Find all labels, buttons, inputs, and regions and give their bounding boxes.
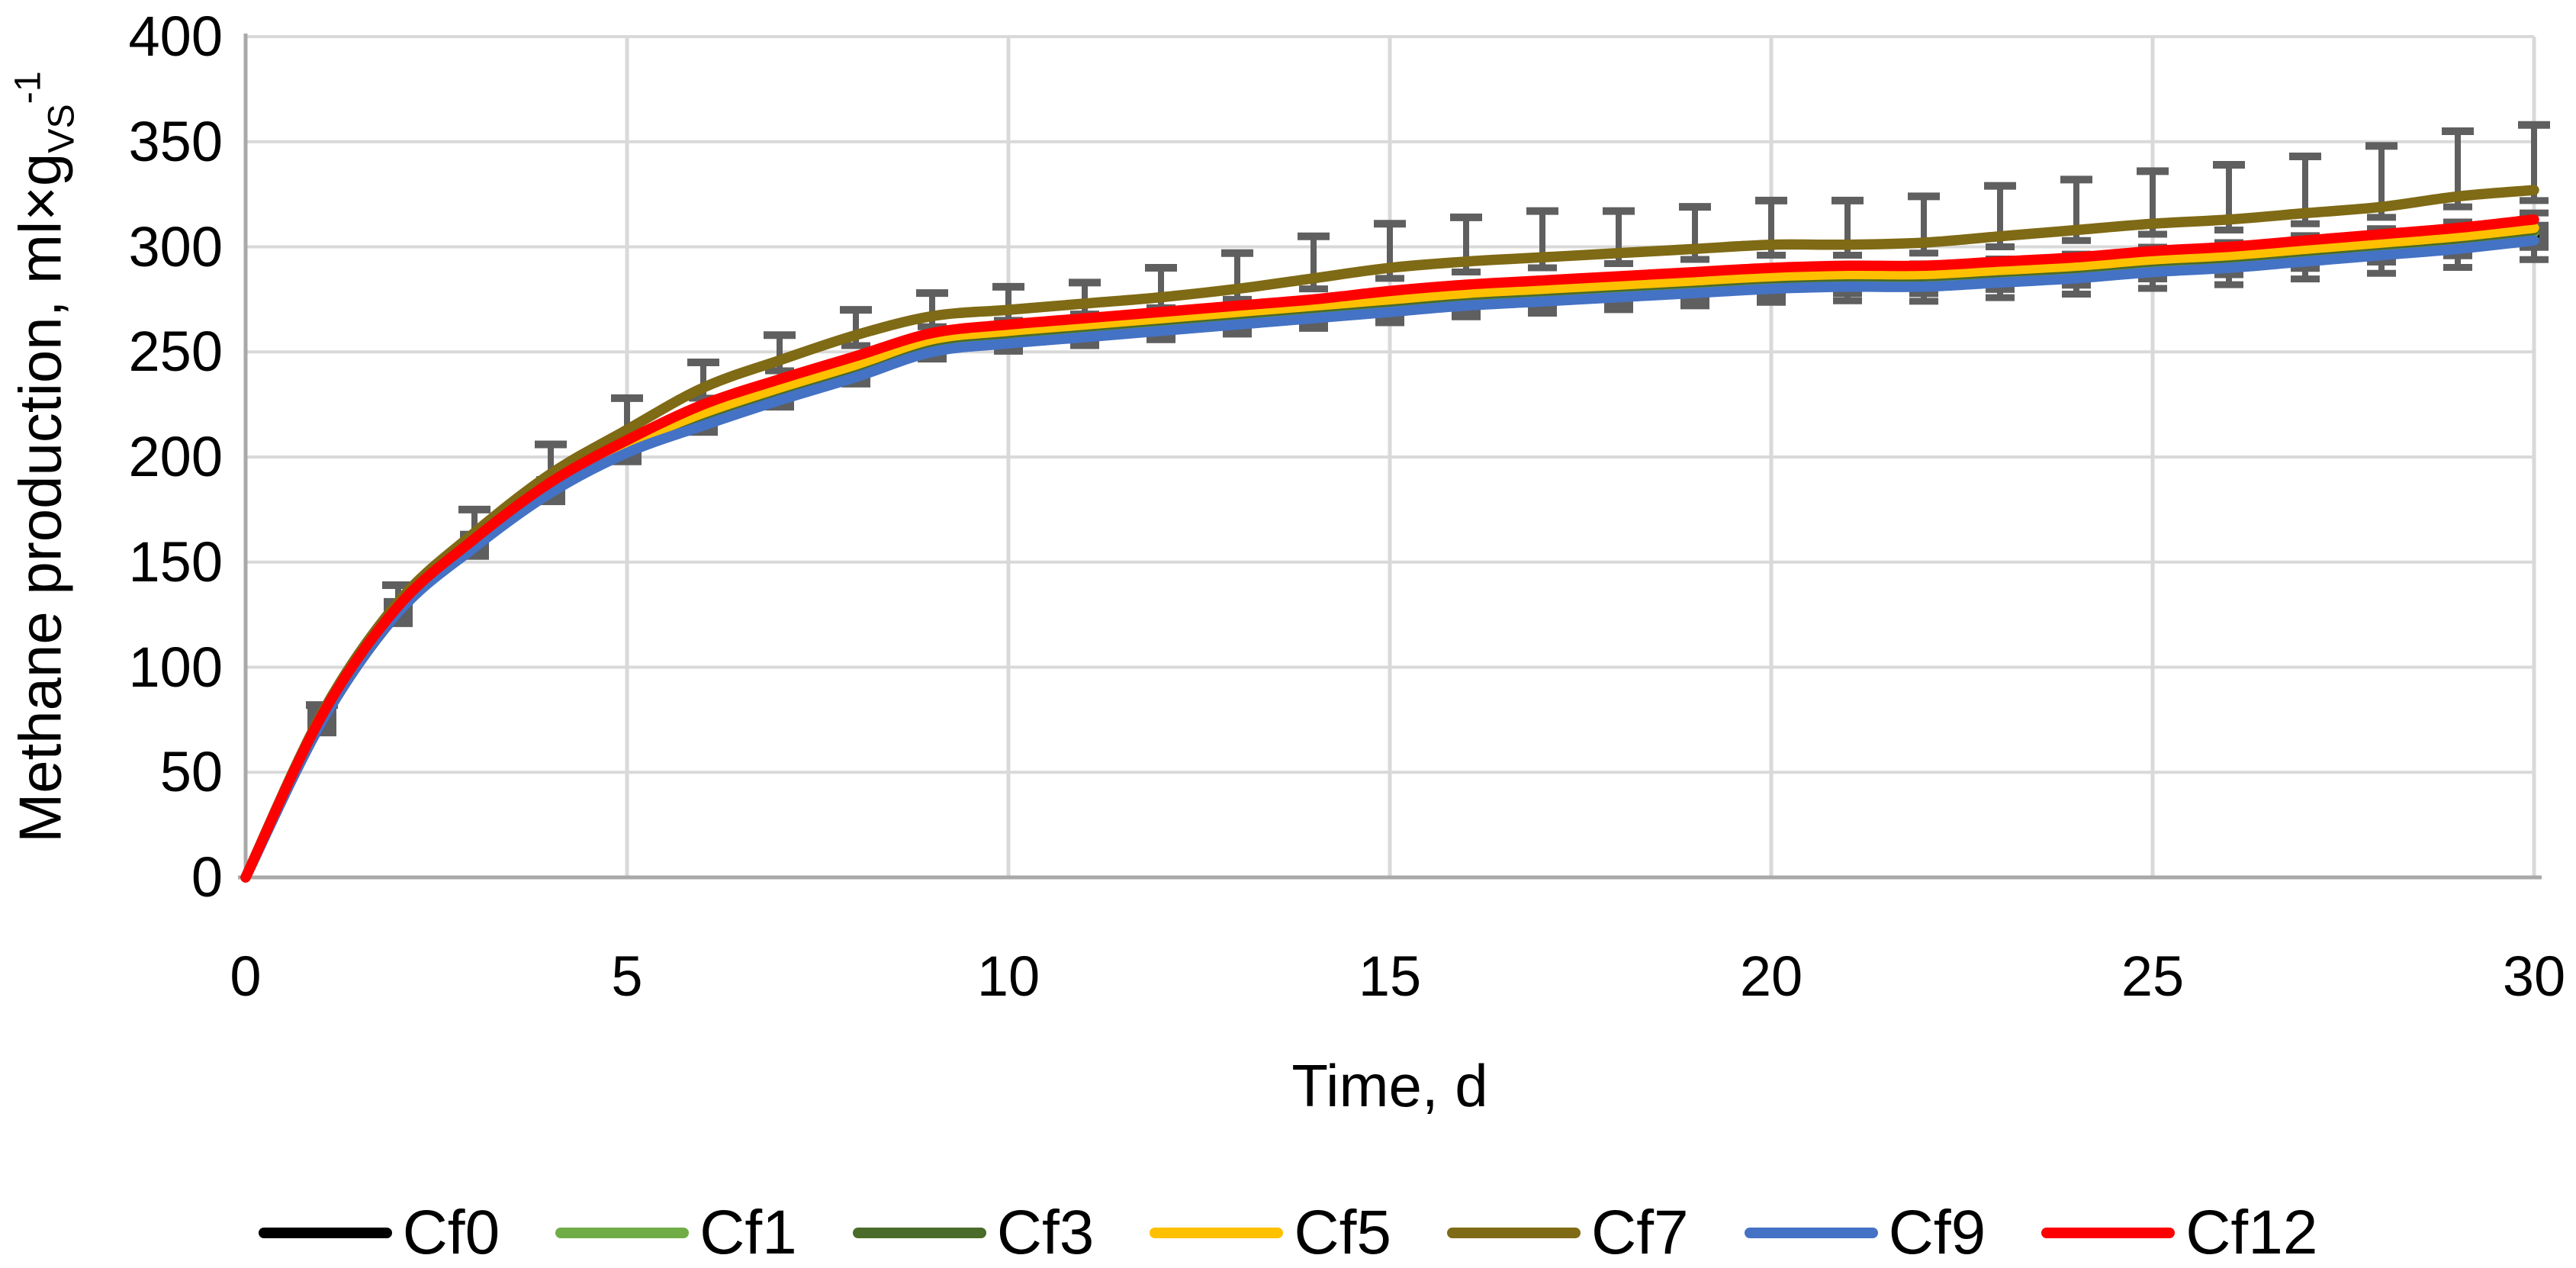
legend-item-Cf7: Cf7: [1447, 1202, 1689, 1264]
legend-swatch-Cf7: [1447, 1228, 1581, 1238]
legend-swatch-Cf0: [258, 1228, 392, 1238]
x-tick-label-20: 20: [1739, 945, 1803, 1008]
legend-item-Cf5: Cf5: [1150, 1202, 1391, 1264]
series-line-Cf9: [240, 235, 2539, 883]
legend-label-Cf3: Cf3: [996, 1198, 1095, 1267]
y-axis-title: Methane production, ml×gVS-1: [6, 71, 83, 843]
x-tick-label-15: 15: [1358, 945, 1422, 1008]
x-tick-label-30: 30: [2502, 945, 2566, 1008]
legend-label-Cf12: Cf12: [2185, 1198, 2318, 1267]
legend-label-Cf5: Cf5: [1294, 1198, 1391, 1267]
legend-label-Cf9: Cf9: [1888, 1198, 1986, 1267]
x-tick-label-5: 5: [611, 945, 643, 1008]
legend-item-Cf3: Cf3: [852, 1198, 1095, 1267]
legend-swatch-Cf9: [1744, 1228, 1878, 1238]
legend-item-Cf9: Cf9: [1744, 1198, 1986, 1267]
y-tick-label-0: 0: [191, 845, 223, 909]
legend-label-Cf0: Cf0: [402, 1198, 500, 1267]
y-tick-label-150: 150: [128, 529, 223, 594]
x-tick-label-25: 25: [2121, 945, 2185, 1008]
x-tick-label-10: 10: [976, 945, 1040, 1008]
y-tick-label-100: 100: [128, 635, 223, 699]
y-tick-label-250: 250: [128, 320, 223, 384]
legend-swatch-Cf3: [852, 1228, 986, 1238]
x-axis-title: Time, d: [1291, 1052, 1488, 1119]
y-tick-label-200: 200: [128, 425, 223, 488]
y-tick-label-50: 50: [159, 740, 223, 804]
series-lines: [240, 185, 2539, 883]
series-line-Cf12: [240, 214, 2539, 883]
y-tick-label-400: 400: [128, 5, 223, 68]
legend-swatch-Cf12: [2041, 1228, 2176, 1238]
y-axis-title-main: Methane production, ml×g: [6, 153, 74, 843]
y-tick-label-350: 350: [128, 109, 223, 173]
legend-item-Cf1: Cf1: [555, 1202, 797, 1264]
legend-item-Cf12: Cf12: [2041, 1202, 2317, 1264]
axes: [238, 34, 2542, 880]
legend-label-Cf7: Cf7: [1591, 1198, 1689, 1267]
legend-swatch-Cf5: [1150, 1228, 1284, 1238]
y-tick-label-300: 300: [128, 214, 223, 278]
y-axis-title-superscript: -1: [7, 71, 49, 105]
series-line-Cf7: [240, 185, 2539, 883]
legend-label-Cf1: Cf1: [699, 1198, 797, 1267]
legend-swatch-Cf1: [555, 1228, 690, 1238]
chart-legend: Cf0 Cf1 Cf3 Cf5 Cf7 Cf9 Cf12: [0, 1195, 2576, 1268]
x-tick-label-0: 0: [230, 945, 262, 1008]
y-axis-title-subscript: VS: [40, 104, 82, 153]
legend-item-Cf0: Cf0: [258, 1198, 500, 1267]
